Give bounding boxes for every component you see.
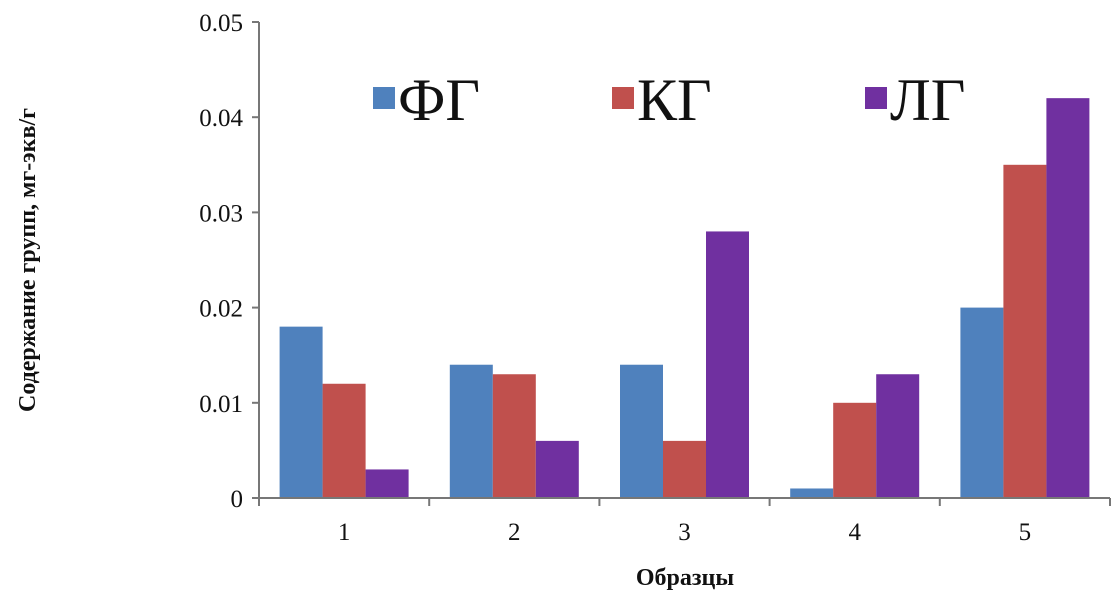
x-tick-label: 3 (678, 519, 691, 546)
bar-series1-sample3 (620, 364, 663, 498)
legend-label-series2: КГ (637, 67, 712, 133)
bar-series3-sample3 (706, 231, 749, 498)
y-tick-label: 0.04 (199, 105, 243, 132)
bars-group (279, 98, 1090, 499)
legend-swatch-series3 (865, 87, 887, 109)
bar-series2-sample1 (322, 383, 366, 498)
bar-series1-sample2 (449, 364, 493, 498)
legend: ФГ КГ ЛГ (373, 67, 965, 133)
y-tick-label: 0.05 (199, 10, 243, 37)
bar-series2-sample5 (1003, 164, 1047, 499)
bar-series2-sample4 (833, 402, 877, 498)
bar-series3-sample4 (876, 374, 920, 498)
legend-label-series3: ЛГ (890, 67, 965, 133)
bar-series2-sample2 (492, 374, 536, 498)
legend-label-series1: ФГ (398, 67, 480, 133)
y-ticks: 0 0.01 0.02 0.03 0.04 0.05 (199, 10, 259, 513)
bar-series1-sample4 (790, 488, 834, 498)
x-axis-label: Образцы (636, 565, 734, 591)
bar-series1-sample5 (960, 307, 1004, 498)
y-axis-label: Содержание групп, мг-экв/г (15, 108, 41, 412)
y-tick-label: 0.02 (199, 296, 243, 323)
bar-series3-sample1 (365, 469, 409, 498)
legend-swatch-series2 (612, 87, 634, 109)
x-tick-label: 2 (508, 519, 521, 546)
x-tick-label: 4 (848, 519, 861, 546)
y-tick-label: 0 (231, 486, 244, 513)
bar-series3-sample5 (1046, 98, 1090, 498)
y-tick-label: 0.03 (199, 200, 243, 227)
bar-series2-sample3 (663, 440, 706, 498)
x-tick-label: 5 (1019, 519, 1032, 546)
x-ticks: 1 2 3 4 5 (258, 498, 1111, 546)
bar-series1-sample1 (279, 326, 323, 498)
bar-series3-sample2 (535, 440, 579, 498)
y-tick-label: 0.01 (199, 391, 243, 418)
legend-swatch-series1 (373, 87, 395, 109)
x-tick-label: 1 (338, 519, 351, 546)
